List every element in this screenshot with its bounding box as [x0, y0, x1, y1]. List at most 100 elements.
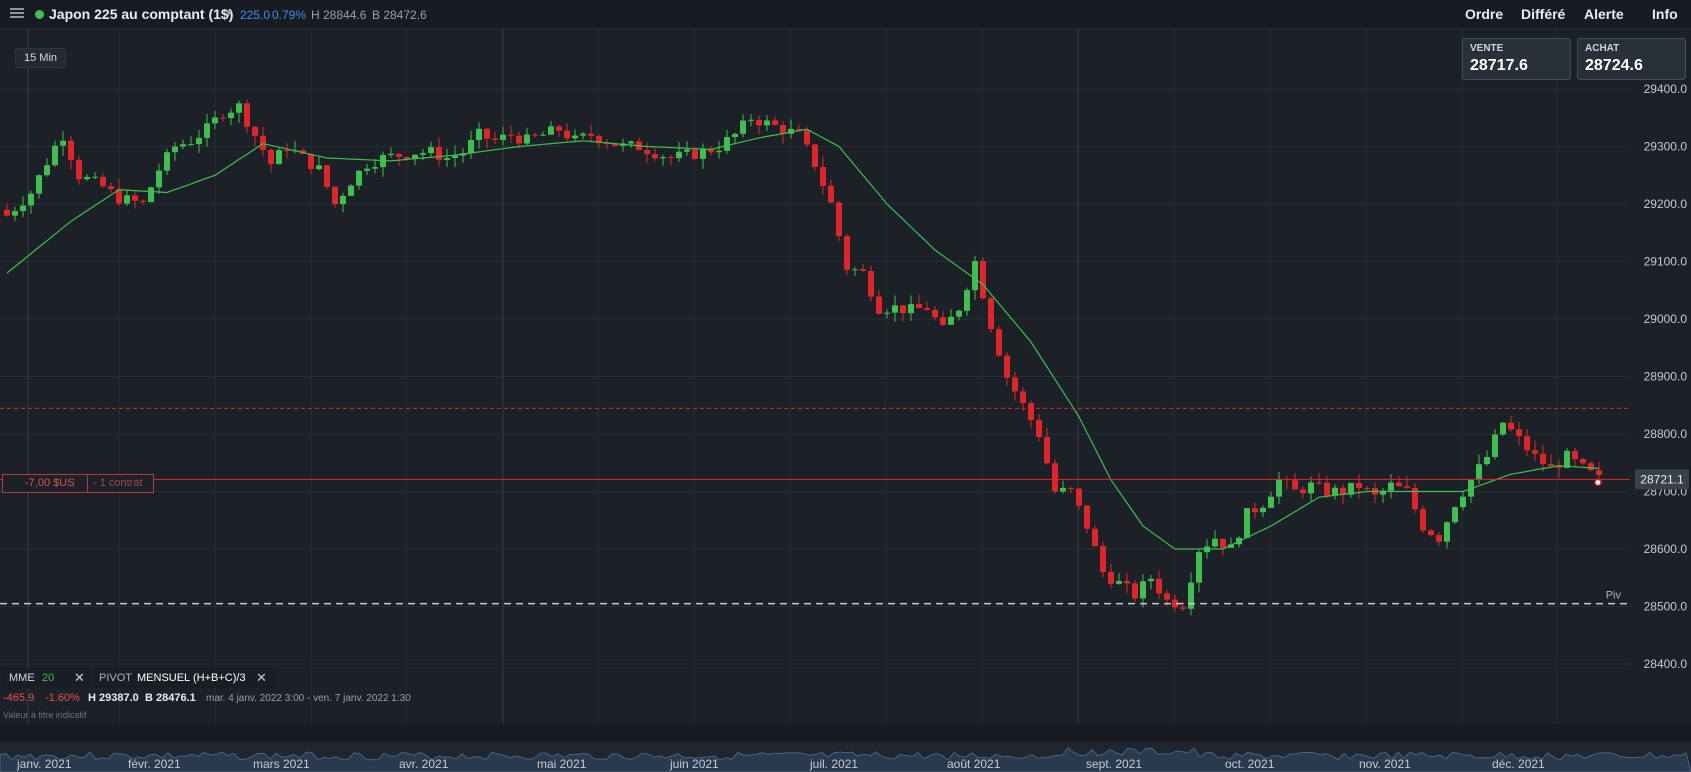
candle-body [1164, 593, 1170, 600]
candle-body [660, 157, 666, 159]
candle-body [1076, 488, 1082, 506]
buy-label: ACHAT [1585, 43, 1620, 54]
buy-price: 28724.6 [1585, 57, 1643, 74]
candle-body [132, 195, 138, 201]
candle-body [204, 123, 210, 138]
y-axis-tick: 28500.0 [1644, 600, 1688, 614]
navigator-area [0, 747, 1691, 772]
candle-body [700, 149, 706, 159]
candle-body [1172, 599, 1178, 608]
candle-body [500, 134, 506, 141]
pivot-label: Piv [1606, 590, 1622, 602]
chevron-down-icon[interactable]: ▼ [224, 8, 234, 19]
candle-body [1292, 480, 1298, 490]
time-axis [0, 724, 1691, 742]
indicator-mme[interactable]: MME 20 ✕ [2, 668, 90, 688]
candle-body [124, 195, 130, 204]
candle-body [812, 144, 818, 167]
order-button[interactable]: Ordre [1465, 6, 1504, 22]
hamburger-menu-icon[interactable] [10, 6, 24, 20]
candle-body [756, 119, 762, 126]
candle-body [484, 128, 490, 139]
candle-body [1276, 479, 1282, 497]
period-range: mar. 4 janv. 2022 3:00 - ven. 7 janv. 20… [206, 693, 411, 704]
indicator-pivot[interactable]: PIVOT MENSUEL (H+B+C)/3 ✕ [93, 668, 276, 688]
candle-body [476, 128, 482, 140]
candle-body [1524, 436, 1530, 451]
candle-body [1508, 422, 1514, 430]
candle-body [564, 130, 570, 139]
candle-body [1484, 456, 1490, 465]
position-divider [87, 475, 88, 492]
candle-body [556, 126, 562, 131]
candle-body [1108, 572, 1114, 584]
buy-button[interactable]: ACHAT 28724.6 [1577, 38, 1686, 80]
candle-body [1092, 528, 1098, 547]
top-bar: Japon 225 au comptant (1$) ▼ 225.0 0.79%… [0, 0, 1691, 29]
candle-body [1220, 538, 1226, 548]
mme-period: 20 [42, 672, 55, 684]
candle-body [364, 168, 370, 171]
current-price-label: 28721.1 [1640, 472, 1684, 486]
candle-body [20, 205, 26, 212]
candle-body [852, 269, 858, 271]
alert-button[interactable]: Alerte [1584, 6, 1624, 22]
period-low: B 28476.1 [145, 692, 196, 704]
y-axis-tick: 29100.0 [1644, 255, 1688, 269]
y-axis-tick: 29300.0 [1644, 140, 1688, 154]
info-button[interactable]: Info [1652, 6, 1678, 22]
instrument-name[interactable]: Japon 225 au comptant (1$) [49, 6, 234, 22]
open-position-marker[interactable]: -7,00 $US - 1 contrat [2, 474, 154, 493]
navigator-label: juil. 2021 [809, 757, 858, 771]
candle-body [1388, 482, 1394, 491]
candle-body [1124, 580, 1130, 584]
candle-body [708, 149, 714, 153]
candle-body [540, 134, 546, 136]
y-axis-tick: 28800.0 [1644, 427, 1688, 441]
y-axis-tick: 29000.0 [1644, 312, 1688, 326]
candle-body [276, 150, 282, 165]
candle-body [932, 309, 938, 318]
candle-body [1540, 453, 1546, 465]
mme-label: MME [9, 672, 35, 684]
candle-body [316, 165, 322, 170]
candle-body [1044, 437, 1050, 464]
candle-body [84, 176, 90, 180]
candle-body [1364, 488, 1370, 490]
candle-body [676, 151, 682, 159]
timeframe-selector[interactable]: 15 Min [15, 48, 67, 68]
candle-body [172, 146, 178, 153]
y-axis-tick: 29200.0 [1644, 197, 1688, 211]
candle-body [324, 165, 330, 187]
candle-body [1476, 464, 1482, 480]
navigator-label: oct. 2021 [1225, 757, 1275, 771]
candle-body [1156, 578, 1162, 594]
candle-body [604, 143, 610, 145]
candle-body [996, 329, 1002, 356]
current-price-tag [1635, 469, 1689, 490]
navigator-label: févr. 2021 [128, 757, 181, 771]
candle-body [940, 317, 946, 325]
day-high: H 28844.6 [311, 8, 367, 22]
close-icon[interactable]: ✕ [256, 670, 267, 685]
candle-body [1012, 377, 1018, 392]
candle-body [628, 141, 634, 144]
candle-body [892, 305, 898, 313]
candle-body [1452, 507, 1458, 523]
candle-body [196, 137, 202, 145]
candle-body [396, 153, 402, 157]
candle-body [820, 166, 826, 186]
close-icon[interactable]: ✕ [74, 670, 85, 685]
candle-body [876, 296, 882, 314]
candle-body [52, 145, 58, 166]
candle-body [1564, 450, 1570, 468]
candle-body [100, 176, 106, 187]
candle-body [548, 126, 554, 135]
sell-button[interactable]: VENTE 28717.6 [1462, 38, 1571, 80]
deferred-button[interactable]: Différé [1521, 6, 1566, 22]
navigator-timeline[interactable]: janv. 2021 févr. 2021 mars 2021 avr. 2021 ma… [0, 742, 1691, 772]
y-axis-tick: 28400.0 [1644, 657, 1688, 671]
market-open-icon [35, 10, 44, 19]
candle-body [12, 211, 18, 216]
price-chart[interactable]: Piv 29400.0 29300.0 29200.0 29100.0 29000.0 28… [0, 29, 1691, 729]
